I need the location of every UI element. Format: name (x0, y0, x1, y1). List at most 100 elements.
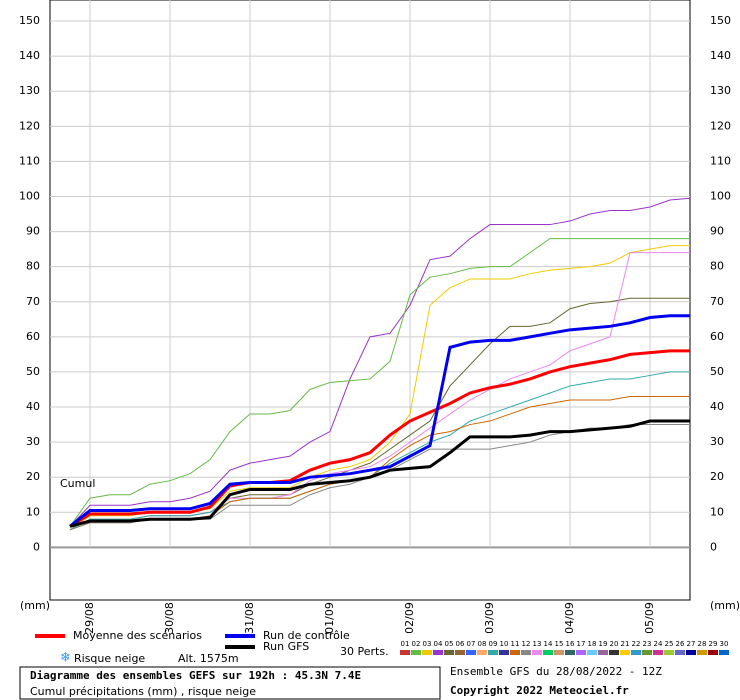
perturbation-swatch (664, 650, 674, 655)
y-tick-label-right: 100 (710, 189, 731, 202)
y-tick-label: 30 (26, 435, 40, 448)
y-tick-label: 10 (26, 505, 40, 518)
main-line (69, 349, 690, 528)
y-label: Cumul (60, 477, 95, 490)
snow-label: Risque neige (74, 652, 145, 665)
perturbation-swatch (433, 650, 443, 655)
perturbation-swatch (609, 650, 619, 655)
perturbation-label: 08 (478, 640, 487, 648)
perturbation-label: 02 (412, 640, 421, 648)
title: Diagramme des ensembles GEFS sur 192h : … (30, 669, 361, 682)
info-box (19, 666, 441, 700)
perturbation-swatch (675, 650, 685, 655)
legend-label: Run GFS (263, 640, 309, 653)
perturbation-label: 27 (687, 640, 696, 648)
perturbation-swatch (543, 650, 553, 655)
main-line (69, 314, 690, 528)
y-tick-label-right: 10 (710, 505, 724, 518)
perturbation-swatch (697, 650, 707, 655)
y-tick-label-right: 120 (710, 119, 731, 132)
perturbation-label: 03 (423, 640, 432, 648)
copyright: Copyright 2022 Meteociel.fr (450, 684, 629, 697)
perturbation-label: 01 (401, 640, 410, 648)
perturbation-label: 25 (665, 640, 674, 648)
perturbation-label: 10 (500, 640, 509, 648)
perturbation-swatch (510, 650, 520, 655)
perturbation-line (69, 238, 690, 527)
perturbation-label: 12 (522, 640, 531, 648)
y-tick-label: 50 (26, 365, 40, 378)
perturbation-swatch (598, 650, 608, 655)
y-tick-label-right: 20 (710, 470, 724, 483)
x-tick-label: 02/09 (403, 602, 416, 634)
y-tick-label-right: 150 (710, 14, 731, 27)
perturbation-swatch (719, 650, 729, 655)
y-tick-label: 70 (26, 295, 40, 308)
perturbation-label: 28 (698, 640, 707, 648)
y-tick-label-right: 60 (710, 330, 724, 343)
altitude: Alt. 1575m (178, 652, 239, 665)
perturbation-line (69, 371, 690, 531)
perturbation-label: 24 (654, 640, 663, 648)
y-tick-label-right: 70 (710, 295, 724, 308)
perturbation-label: 22 (632, 640, 641, 648)
y-tick-label: 40 (26, 400, 40, 413)
plot-frame (49, 0, 691, 601)
perturbation-swatch (587, 650, 597, 655)
y-tick-label: 120 (19, 119, 40, 132)
y-tick-label-right: 30 (710, 435, 724, 448)
x-tick-label: 31/08 (243, 602, 256, 634)
perturbation-swatch (554, 650, 564, 655)
unit-right: (mm) (710, 599, 740, 612)
perturbation-swatch (422, 650, 432, 655)
y-tick-label: 150 (19, 14, 40, 27)
y-tick-label-right: 140 (710, 49, 731, 62)
perturbation-label: 29 (709, 640, 718, 648)
perturbation-label: 17 (577, 640, 586, 648)
y-tick-label-right: 130 (710, 84, 731, 97)
y-tick-label: 100 (19, 189, 40, 202)
perturbation-swatch (466, 650, 476, 655)
perturbation-label: 30 (720, 640, 729, 648)
perturbation-label: 14 (544, 640, 553, 648)
x-tick-label: 30/08 (163, 602, 176, 634)
perturbation-swatch (686, 650, 696, 655)
perturbation-swatch (653, 650, 663, 655)
y-tick-label-right: 40 (710, 400, 724, 413)
perturbation-label: 06 (456, 640, 465, 648)
subtitle: Cumul précipitations (mm) , risque neige (30, 685, 256, 698)
perturbation-swatch (477, 650, 487, 655)
perturbation-label: 21 (621, 640, 630, 648)
perturbation-swatch (411, 650, 421, 655)
perturbation-label: 11 (511, 640, 520, 648)
x-tick-label: 04/09 (563, 602, 576, 634)
y-tick-label: 110 (19, 154, 40, 167)
perturbation-label: 23 (643, 640, 652, 648)
legend-label: Moyenne des scénarios (73, 629, 202, 642)
perturbation-label: 18 (588, 640, 597, 648)
y-tick-label: 20 (26, 470, 40, 483)
perturbation-swatch (499, 650, 509, 655)
perturbation-swatch (455, 650, 465, 655)
y-tick-label-right: 0 (710, 540, 717, 553)
run-label: Ensemble GFS du 28/08/2022 - 12Z (450, 665, 662, 678)
perturbation-label: 16 (566, 640, 575, 648)
perturbation-label: 04 (434, 640, 443, 648)
y-tick-label: 130 (19, 84, 40, 97)
perturbation-swatch (631, 650, 641, 655)
perturbation-swatch (488, 650, 498, 655)
x-tick-label: 01/09 (323, 602, 336, 634)
y-tick-label: 140 (19, 49, 40, 62)
perturbation-swatch (521, 650, 531, 655)
perturbation-line (69, 197, 691, 527)
perturbation-swatch (576, 650, 586, 655)
y-tick-label: 0 (33, 540, 40, 553)
perts-label: 30 Perts. (340, 645, 389, 658)
perturbation-label: 15 (555, 640, 564, 648)
y-tick-label-right: 90 (710, 225, 724, 238)
x-tick-label: 03/09 (483, 602, 496, 634)
perturbation-swatch (708, 650, 718, 655)
perturbation-label: 13 (533, 640, 542, 648)
y-tick-label: 60 (26, 330, 40, 343)
